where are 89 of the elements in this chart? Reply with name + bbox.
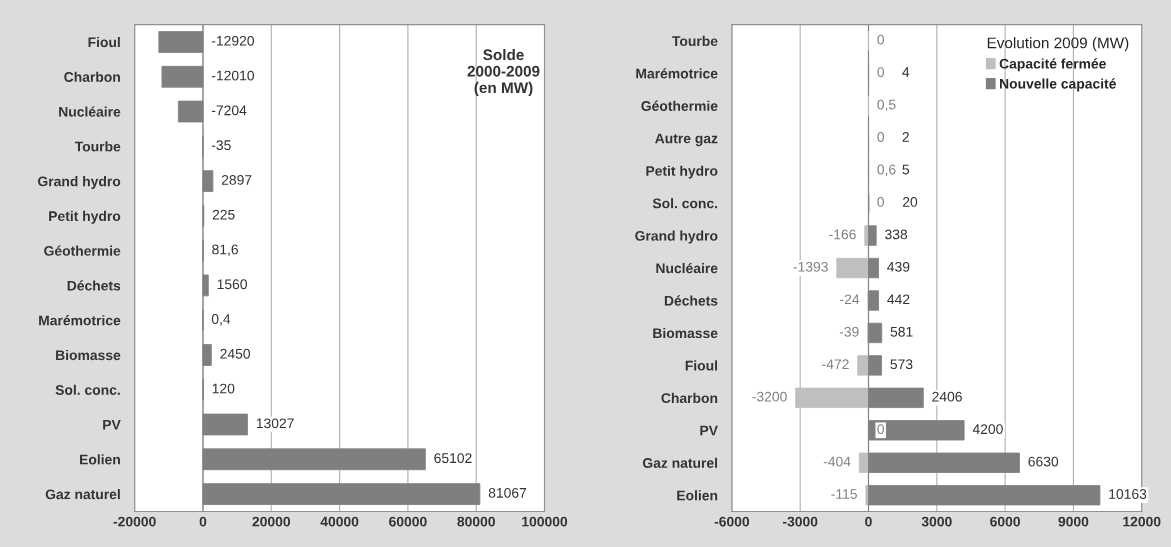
data-label: 2897 (221, 174, 252, 185)
y-tick-label: Déchets (664, 295, 718, 306)
data-label: 573 (890, 359, 913, 370)
y-tick-label: Charbon (661, 392, 718, 404)
y-tick-label: Charbon (64, 71, 120, 82)
data-label: 2406 (932, 391, 962, 402)
data-label: 2450 (220, 348, 251, 359)
text: Solde 2000-2009 (en MW) (467, 48, 540, 97)
data-label: 81,6 (212, 244, 239, 257)
data-label: 0 (877, 132, 885, 142)
y-tick-label: Petit hydro (49, 210, 121, 224)
data-label: -3200 (752, 391, 787, 402)
y-tick-label: Tourbe (672, 35, 718, 47)
data-label: -7204 (211, 105, 247, 116)
x-tick-label: 0 (865, 516, 872, 527)
legend-title: Evolution 2009 (MW) (987, 37, 1129, 52)
x-tick-label: 100000 (522, 516, 568, 527)
y-tick-label: Grand hydro (635, 230, 718, 244)
data-label: 225 (212, 209, 235, 220)
data-label: -39 (839, 326, 859, 337)
data-label: 13027 (256, 418, 294, 429)
x-tick-label: 0 (199, 516, 207, 527)
y-tick-label: Déchets (67, 280, 121, 291)
data-label: 10163 (1109, 489, 1147, 499)
x-tick-label: 6000 (990, 516, 1020, 527)
data-label: 4200 (972, 424, 1003, 435)
y-tick-label: Fioul (685, 360, 718, 371)
x-tick-label: 40000 (320, 516, 359, 527)
y-tick-label: Autre gaz (655, 133, 718, 147)
y-tick-label: Grand hydro (38, 176, 121, 190)
data-label: 20 (902, 197, 918, 207)
y-tick-label: Marémotrice (636, 68, 718, 79)
y-tick-label: Nucléaire (59, 106, 121, 117)
y-tick-label: Biomasse (653, 327, 718, 339)
data-label: 0 (877, 67, 885, 78)
data-label: 4 (902, 67, 910, 77)
data-label: 81067 (488, 487, 527, 498)
x-tick-label: -3000 (782, 516, 818, 527)
data-label: 120 (212, 383, 235, 394)
data-label: 581 (890, 326, 913, 337)
y-tick-label: Fioul (88, 36, 120, 48)
x-tick-label: 20000 (252, 516, 291, 527)
y-tick-label: Biomasse (56, 349, 121, 361)
data-label: -404 (823, 456, 851, 467)
x-tick-label: 80000 (457, 516, 495, 527)
data-label: 0,5 (877, 99, 896, 112)
data-label: 65102 (434, 453, 472, 464)
y-tick-label: Gaz naturel (642, 457, 718, 468)
data-label: 0 (877, 424, 885, 435)
y-tick-label: Géothermie (44, 245, 121, 256)
y-tick-label: Sol. conc. (55, 384, 120, 395)
data-label: 439 (887, 261, 910, 272)
data-label: -472 (822, 359, 849, 369)
y-tick-label: Eolien (80, 454, 120, 465)
x-tick-label: 60000 (389, 516, 427, 527)
x-tick-label: -6000 (714, 516, 750, 527)
data-label: -166 (829, 229, 856, 240)
x-tick-label: 12000 (1123, 516, 1161, 527)
data-label: 442 (887, 294, 910, 305)
data-label: 0,6 (877, 164, 896, 177)
data-label: 5 (902, 164, 910, 175)
data-label: -35 (211, 140, 231, 151)
y-tick-label: PV (700, 425, 718, 436)
data-label: 0 (877, 34, 885, 45)
data-label: 338 (885, 229, 908, 240)
y-tick-label: Tourbe (74, 141, 121, 152)
data-label: 1560 (217, 279, 247, 290)
y-tick-label: Eolien (677, 490, 718, 501)
data-label: 2 (902, 132, 909, 142)
x-tick-label: -20000 (113, 516, 156, 527)
data-label: -115 (831, 489, 857, 499)
data-label: -12920 (211, 35, 255, 46)
y-tick-label: Petit hydro (646, 165, 718, 179)
data-label: 6630 (1028, 456, 1059, 467)
x-tick-label: 3000 (921, 516, 952, 527)
y-tick-label: Géothermie (641, 100, 718, 111)
legend-label: Capacité fermée (999, 58, 1106, 72)
data-label: -1393 (793, 261, 828, 272)
legend-label: Nouvelle capacité (1000, 78, 1116, 92)
data-label: 0 (877, 197, 885, 207)
y-tick-label: Nucléaire (656, 262, 718, 274)
y-tick-label: Gaz naturel (45, 489, 120, 500)
y-tick-label: Marémotrice (39, 315, 121, 326)
y-tick-label: Sol. conc. (652, 198, 718, 209)
data-label: -24 (840, 294, 860, 305)
data-label: -12010 (211, 70, 255, 81)
y-tick-label: PV (103, 419, 121, 430)
x-tick-label: 9000 (1058, 516, 1089, 527)
data-label: 0,4 (211, 314, 231, 326)
